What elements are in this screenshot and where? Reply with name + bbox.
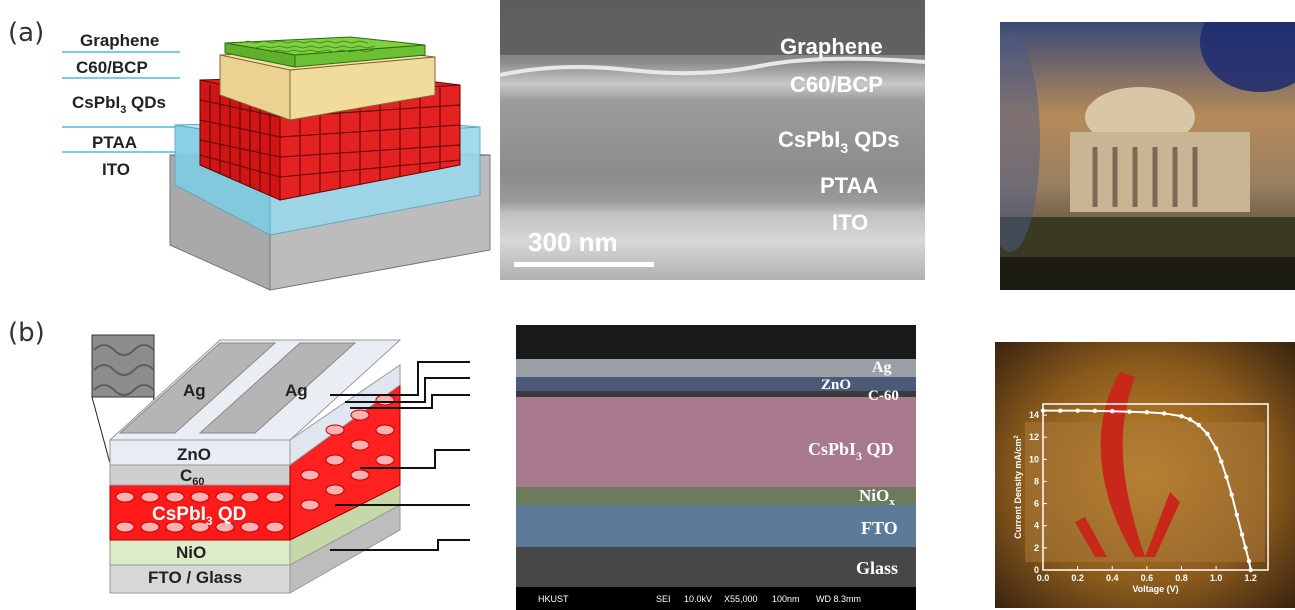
jv-data-point: [1075, 408, 1080, 413]
jv-data-point: [1110, 408, 1115, 414]
schematic-b-label-nio: NiO: [176, 543, 206, 562]
sem-footer-sei: SEI: [656, 594, 671, 604]
panel-a-sem-image: Graphene C60/BCP CsPbI3 QDs PTAA ITO 300…: [500, 0, 925, 280]
y-tick-label: 8: [1034, 476, 1039, 486]
x-tick-label: 1.0: [1210, 573, 1223, 583]
jv-data-point: [1224, 474, 1229, 480]
scale-bar-a: [514, 262, 654, 267]
jv-data-point: [1205, 431, 1210, 437]
schematic-a-label-ptaa: PTAA: [92, 133, 137, 152]
graphene-hex-pattern: [239, 40, 376, 53]
panel-a-schematic: Graphene C60/BCP CsPbI3 QDs PTAA ITO: [62, 31, 491, 291]
y-tick-label: 14: [1029, 410, 1039, 420]
schematic-b-label-ag1: Ag: [183, 381, 206, 400]
sem-b-label-c60: C-60: [868, 388, 899, 404]
x-tick-label: 0.8: [1175, 573, 1188, 583]
x-tick-label: 0.6: [1141, 573, 1154, 583]
x-tick-label: 0.0: [1037, 573, 1050, 583]
jv-data-point: [1058, 408, 1063, 413]
jv-data-point: [1187, 417, 1193, 422]
jv-data-point: [1234, 512, 1240, 517]
panel-label-a: (a): [8, 18, 45, 48]
schematic-b-label-fto: FTO / Glass: [148, 568, 242, 587]
schematic-a-label-graphene: Graphene: [80, 31, 159, 50]
x-tick-label: 0.4: [1106, 573, 1119, 583]
x-axis-label: Voltage (V): [1132, 584, 1178, 594]
sem-footer-wd: WD 8.3mm: [816, 594, 861, 604]
sem-b-label-glass: Glass: [856, 558, 898, 578]
y-tick-label: 6: [1034, 499, 1039, 509]
sem-a-label-graphene: Graphene: [780, 34, 883, 59]
sem-a-label-qd: CsPbI3 QDs: [778, 127, 900, 156]
y-tick-label: 0: [1034, 565, 1039, 575]
jv-data-point: [1246, 558, 1252, 564]
x-tick-label: 1.2: [1244, 573, 1257, 583]
jv-data-point: [1219, 459, 1224, 464]
panel-b-arrows: [330, 361, 470, 551]
schematic-a-label-c60: C60/BCP: [76, 58, 148, 77]
schematic-b-label-c60: C60: [180, 466, 205, 488]
panel-label-b: (b): [8, 318, 45, 348]
jv-data-point: [1196, 422, 1201, 428]
sem-footer-hkust: HKUST: [538, 594, 569, 604]
sem-b-label-qd: CsPbI3 QD: [808, 439, 894, 463]
panel-b-sem-image: Ag ZnO C-60 CsPbI3 QD NiOx FTO Glass HKU…: [516, 325, 916, 610]
sem-a-label-ptaa: PTAA: [820, 173, 878, 198]
sem-b-label-fto: FTO: [861, 518, 898, 538]
x-tick-label: 0.2: [1071, 573, 1084, 583]
panel-b-photo-chart: 0.0 0.2 0.4 0.6 0.8 1.0 1.2 0 2 4 6 8 10 12 14 Voltage …: [995, 342, 1295, 608]
sem-b-footer: HKUST SEI 10.0kV X55,000 100nm WD 8.3mm: [538, 594, 861, 604]
chart-frame: [1042, 403, 1269, 571]
schematic-b-label-zno: ZnO: [177, 445, 211, 464]
scale-bar-a-label: 300 nm: [528, 227, 618, 257]
sem-a-label-c60: C60/BCP: [790, 72, 883, 97]
jv-data-point: [1213, 446, 1219, 451]
jv-data-point: [1243, 545, 1248, 551]
panel-a-photo: [1000, 22, 1295, 290]
sem-b-label-ag: Ag: [872, 359, 892, 376]
y-tick-label: 12: [1029, 432, 1039, 442]
schematic-b-label-qd: CsPbI3 QD: [152, 504, 246, 528]
qd-ellipse-pattern: [115, 394, 395, 533]
panel-b-schematic: Ag Ag ZnO C60 CsPbI3 QD NiO FTO / Glass: [91, 334, 402, 594]
jv-chart: 0.0 0.2 0.4 0.6 0.8 1.0 1.2 0 2 4 6 8 10 12 14 Voltage …: [1013, 403, 1269, 594]
y-axis-label: Current Density mA/cm2: [1013, 435, 1023, 539]
schematic-a-label-ito: ITO: [102, 160, 130, 179]
jv-data-point: [1144, 410, 1150, 415]
jv-data-point: [1248, 567, 1253, 573]
jv-data-point: [1239, 532, 1245, 537]
y-tick-label: 10: [1029, 454, 1039, 464]
sem-footer-kv: 10.0kV: [684, 594, 712, 604]
schematic-b-label-ag2: Ag: [285, 381, 308, 400]
jv-data-point: [1229, 492, 1234, 497]
y-tick-label: 2: [1034, 543, 1039, 553]
sem-footer-scale: 100nm: [772, 594, 800, 604]
schematic-a-label-qd: CsPbI3 QDs: [72, 93, 166, 116]
jv-data-point: [1092, 408, 1098, 414]
jv-data-point: [1127, 409, 1132, 414]
y-tick-label: 4: [1034, 521, 1039, 531]
jv-data-point: [1040, 408, 1046, 413]
jv-data-point: [1161, 411, 1167, 416]
jv-data-point: [1179, 413, 1184, 419]
sem-a-label-ito: ITO: [832, 210, 868, 235]
sem-b-label-zno: ZnO: [821, 377, 851, 393]
sem-footer-mag: X55,000: [724, 594, 758, 604]
sem-b-label-nio: NiOx: [859, 486, 895, 508]
